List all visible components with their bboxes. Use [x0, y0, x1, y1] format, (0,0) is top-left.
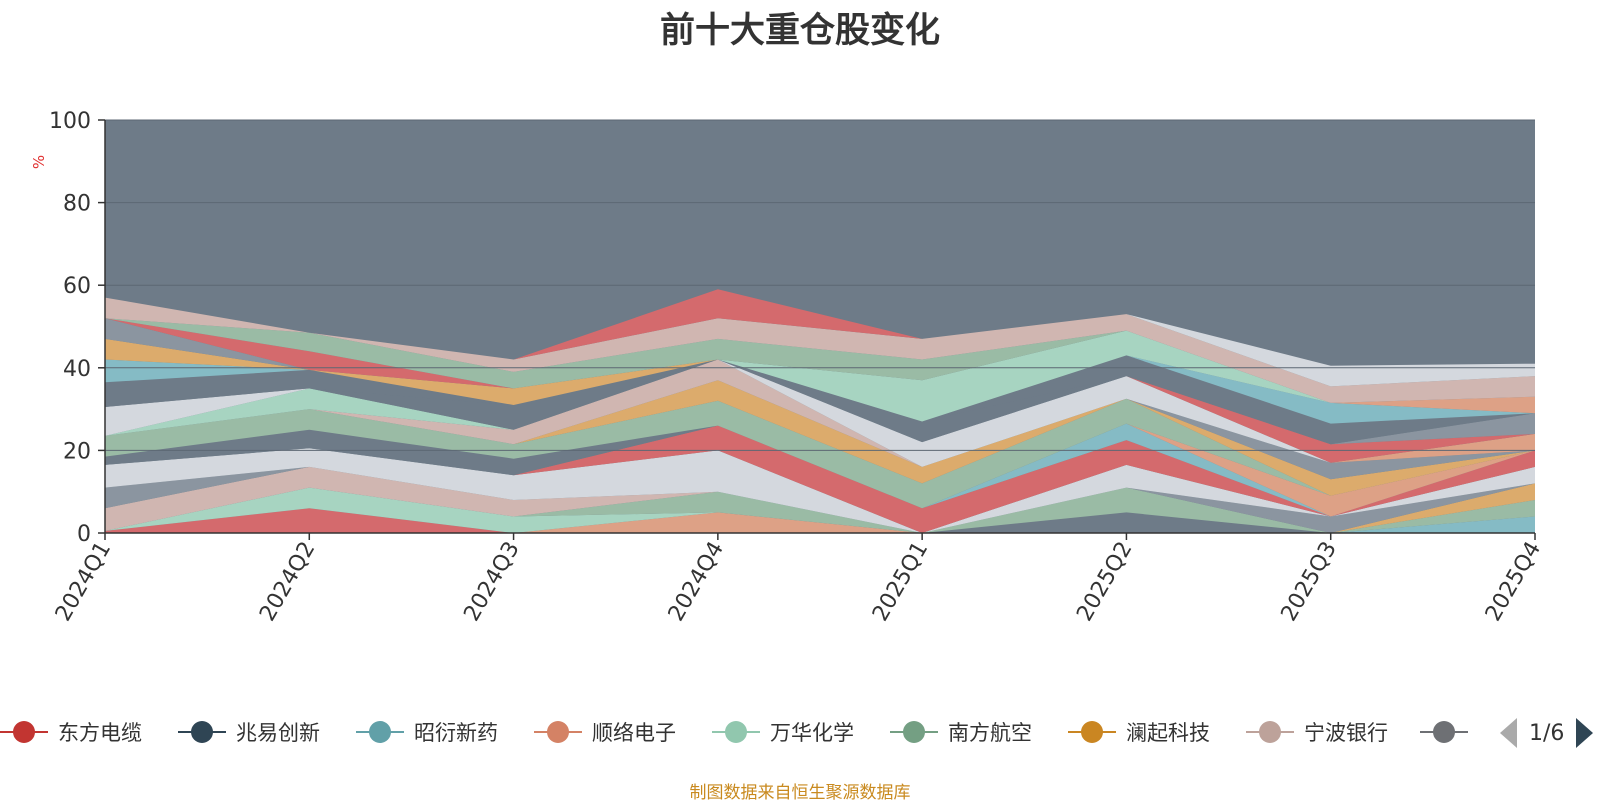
- legend-marker-icon: [1068, 718, 1116, 746]
- series-area-10: [105, 425, 1535, 533]
- legend-item[interactable]: 顺络电子: [534, 712, 676, 752]
- x-tick-label: 2024Q3: [459, 538, 524, 626]
- y-tick-labels: 0 20 40 60 80 100: [49, 109, 91, 547]
- x-tick-label: 2024Q1: [51, 538, 116, 626]
- legend-marker-icon: [534, 718, 582, 746]
- series-area-0: [105, 508, 1535, 533]
- series-area-30: [105, 330, 1535, 422]
- series-area-17: [105, 359, 1535, 467]
- legend-marker-icon: [1420, 718, 1468, 746]
- legend-label: 东方电缆: [58, 721, 142, 745]
- gridlines: [105, 119, 1535, 451]
- series-area-36: [105, 289, 1535, 366]
- series-area-33: [105, 318, 1535, 403]
- series-area-14: [105, 398, 1535, 509]
- legend-label: 宁波银行: [1304, 721, 1388, 745]
- legend-item[interactable]: [1420, 712, 1478, 752]
- series-area-21: [105, 359, 1535, 463]
- x-tick-label: 2025Q4: [1481, 538, 1546, 626]
- y-tick-label: 20: [63, 439, 91, 464]
- legend-marker-icon: [890, 718, 938, 746]
- legend-prev-page-button[interactable]: [1500, 718, 1517, 748]
- legend-page-indicator: 1/6: [1529, 720, 1565, 746]
- legend-marker-icon: [712, 718, 760, 746]
- legend-item[interactable]: 万华化学: [712, 712, 854, 752]
- legend-item[interactable]: 东方电缆: [0, 712, 142, 752]
- x-tick-label: 2024Q4: [664, 538, 729, 626]
- series-area-2: [105, 508, 1535, 533]
- series-area-25: [105, 355, 1535, 445]
- legend-item[interactable]: 兆易创新: [178, 712, 320, 752]
- series-area-9: [105, 448, 1535, 533]
- y-tick-label: 60: [63, 274, 91, 299]
- x-tick-label: 2024Q2: [255, 538, 320, 626]
- series-area-4: [105, 487, 1535, 533]
- x-tick-label: 2025Q3: [1277, 538, 1342, 626]
- series-area-35: [105, 297, 1535, 387]
- legend-label: 顺络电子: [592, 721, 676, 745]
- series-area-22: [105, 359, 1535, 445]
- chart-title: 前十大重仓股变化: [659, 11, 940, 51]
- y-tick-label: 0: [77, 522, 91, 547]
- source-note: 制图数据来自恒生聚源数据库: [689, 783, 911, 803]
- legend-item[interactable]: 昭衍新药: [356, 712, 498, 752]
- legend-marker-icon: [356, 718, 404, 746]
- x-tick-label: 2025Q2: [1072, 538, 1137, 626]
- legend-item[interactable]: 宁波银行: [1246, 712, 1388, 752]
- legend: 东方电缆 兆易创新 昭衍新药 顺络电子 万华化学 南方航空 澜起科技 宁波银行: [0, 712, 1488, 752]
- axes: [98, 119, 1536, 540]
- series-area-8: [105, 466, 1535, 533]
- legend-item[interactable]: 澜起科技: [1068, 712, 1210, 752]
- series-area-34: [105, 297, 1535, 403]
- legend-pager: 1/6: [1500, 716, 1594, 750]
- legend-label: 澜起科技: [1126, 721, 1210, 745]
- series-area-27: [105, 355, 1535, 424]
- y-tick-label: 80: [63, 192, 91, 217]
- series-area-20: [105, 359, 1535, 463]
- series-areas: [105, 289, 1535, 533]
- legend-next-page-button[interactable]: [1576, 718, 1594, 748]
- series-area-3: [105, 508, 1535, 533]
- series-area-15: [105, 380, 1535, 496]
- series-area-32: [105, 318, 1535, 403]
- legend-item[interactable]: 南方航空: [890, 712, 1032, 752]
- legend-label: 南方航空: [948, 721, 1032, 745]
- legend-label: 万华化学: [770, 721, 854, 745]
- legend-marker-icon: [1246, 718, 1294, 746]
- x-tick-labels: 2024Q1 2024Q2 2024Q3 2024Q4 2025Q1 2025Q2 2025…: [51, 538, 1546, 626]
- y-tick-label: 100: [49, 109, 91, 134]
- y-axis-unit-label: %: [30, 155, 48, 169]
- series-area-13: [105, 423, 1535, 517]
- legend-marker-icon: [178, 718, 226, 746]
- x-tick-label: 2025Q1: [868, 538, 933, 626]
- y-tick-label: 40: [63, 357, 91, 382]
- legend-label: 昭衍新药: [414, 721, 498, 745]
- series-area-16: [105, 380, 1535, 480]
- series-area-1: [105, 508, 1535, 533]
- legend-marker-icon: [0, 718, 48, 746]
- legend-label: 兆易创新: [236, 721, 320, 745]
- series-area-23: [105, 359, 1535, 445]
